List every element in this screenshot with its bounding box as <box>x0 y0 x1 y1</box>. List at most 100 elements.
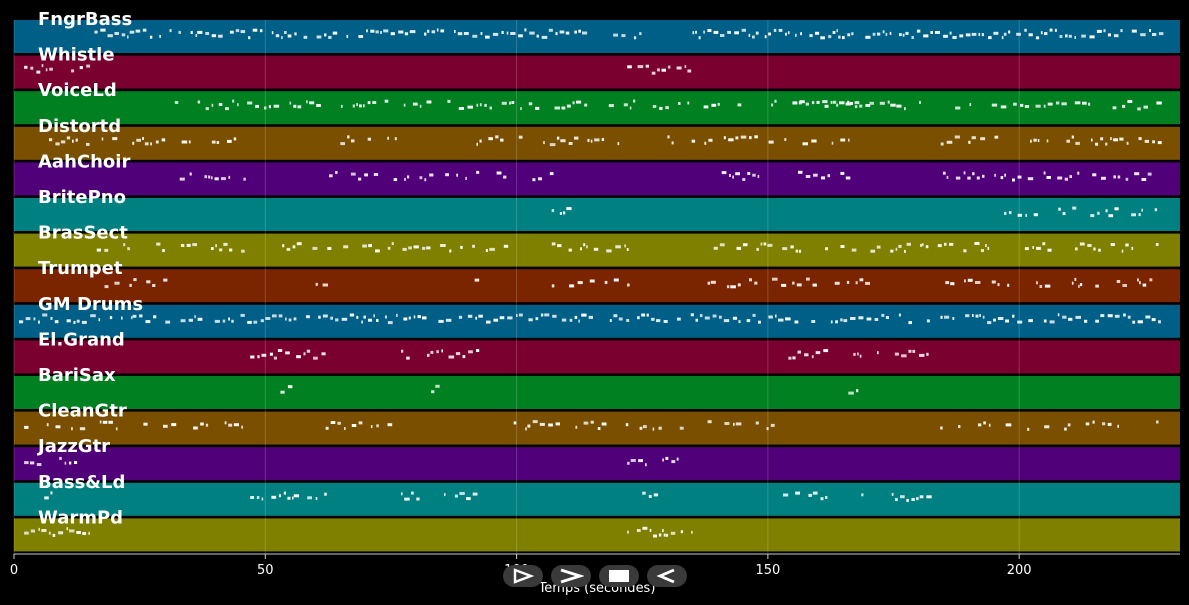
note-mark <box>805 175 811 178</box>
note-mark <box>488 137 493 141</box>
note-mark <box>440 29 445 33</box>
note-mark <box>703 30 705 34</box>
note-mark <box>181 140 188 144</box>
note-mark <box>799 100 805 104</box>
note-mark <box>695 318 698 322</box>
note-mark <box>204 175 208 179</box>
note-mark <box>1092 173 1097 177</box>
note-mark <box>472 34 478 38</box>
note-mark <box>292 496 294 500</box>
note-mark <box>169 29 172 33</box>
stop-button[interactable] <box>599 565 639 587</box>
note-mark <box>717 102 720 106</box>
note-mark <box>58 531 64 535</box>
note-mark <box>963 171 966 175</box>
note-mark <box>373 173 379 176</box>
note-mark <box>59 456 62 460</box>
note-mark <box>662 458 664 462</box>
note-mark <box>828 35 832 39</box>
note-mark <box>1059 35 1063 38</box>
note-mark <box>272 314 277 318</box>
track-label: GM Drums <box>38 294 143 315</box>
rewind-icon <box>656 568 675 584</box>
note-mark <box>30 66 34 70</box>
note-mark <box>971 136 976 140</box>
note-mark <box>1125 243 1129 247</box>
note-mark <box>783 493 789 497</box>
note-mark <box>1027 177 1034 181</box>
note-mark <box>565 31 570 35</box>
note-mark <box>946 140 953 144</box>
note-mark <box>846 280 850 284</box>
note-mark <box>823 349 829 353</box>
note-mark <box>524 28 527 32</box>
note-mark <box>548 423 553 427</box>
note-mark <box>645 463 647 467</box>
note-mark <box>981 33 984 37</box>
note-mark <box>413 315 416 319</box>
note-mark <box>882 30 885 34</box>
note-mark <box>577 281 583 285</box>
note-mark <box>621 34 626 38</box>
note-mark <box>574 315 578 319</box>
note-mark <box>975 314 979 318</box>
note-mark <box>1004 211 1007 215</box>
play-button[interactable] <box>503 565 543 587</box>
note-mark <box>472 492 478 496</box>
note-mark <box>568 142 573 145</box>
note-mark <box>127 35 129 39</box>
note-mark <box>665 106 669 110</box>
note-mark <box>740 135 747 139</box>
note-mark <box>749 136 752 140</box>
note-mark <box>1149 278 1153 282</box>
note-mark <box>364 173 368 177</box>
note-mark <box>233 137 237 141</box>
note-mark <box>723 136 726 140</box>
note-mark <box>197 100 201 104</box>
note-mark <box>38 320 40 324</box>
note-mark <box>476 170 480 174</box>
fast-forward-button[interactable] <box>551 565 591 587</box>
track-band <box>14 269 1180 303</box>
note-mark <box>887 100 890 104</box>
note-mark <box>1043 319 1047 323</box>
note-mark <box>792 356 796 360</box>
note-mark <box>971 32 977 36</box>
note-mark <box>633 99 636 103</box>
note-mark <box>904 107 906 111</box>
note-mark <box>796 283 802 287</box>
note-mark <box>1147 172 1152 176</box>
note-mark <box>1036 281 1038 285</box>
note-mark <box>671 141 674 145</box>
note-mark <box>707 281 711 285</box>
note-mark <box>597 427 601 430</box>
note-mark <box>76 319 80 323</box>
note-mark <box>265 317 271 320</box>
note-mark <box>1000 105 1007 109</box>
note-mark <box>1082 101 1087 105</box>
note-mark <box>854 105 858 109</box>
note-mark <box>1113 175 1116 179</box>
note-mark <box>815 351 821 355</box>
note-mark <box>922 243 924 247</box>
track-label: Trumpet <box>38 258 123 279</box>
note-mark <box>720 34 725 37</box>
note-mark <box>630 459 636 462</box>
rewind-button[interactable] <box>647 565 687 587</box>
note-mark <box>1117 175 1121 179</box>
note-mark <box>748 33 751 37</box>
note-mark <box>581 313 587 317</box>
note-mark <box>646 313 649 317</box>
note-mark <box>102 420 108 424</box>
note-mark <box>850 102 853 105</box>
note-mark <box>1105 209 1108 213</box>
note-mark <box>462 355 466 359</box>
note-mark <box>874 318 879 321</box>
note-mark <box>856 389 859 393</box>
playback-controls <box>503 565 687 587</box>
labels-layer: FngrBass Whistle VoiceLd Distortd AahChoir Br… <box>36 9 143 528</box>
note-mark <box>528 102 533 106</box>
note-mark <box>711 103 717 107</box>
note-mark <box>830 320 833 324</box>
note-mark <box>401 492 403 496</box>
